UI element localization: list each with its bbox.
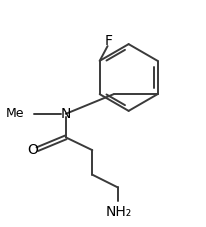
Text: Me: Me <box>6 107 25 120</box>
Text: F: F <box>105 34 112 48</box>
Text: O: O <box>27 143 38 157</box>
Text: N: N <box>61 107 71 121</box>
Text: NH₂: NH₂ <box>106 205 132 219</box>
